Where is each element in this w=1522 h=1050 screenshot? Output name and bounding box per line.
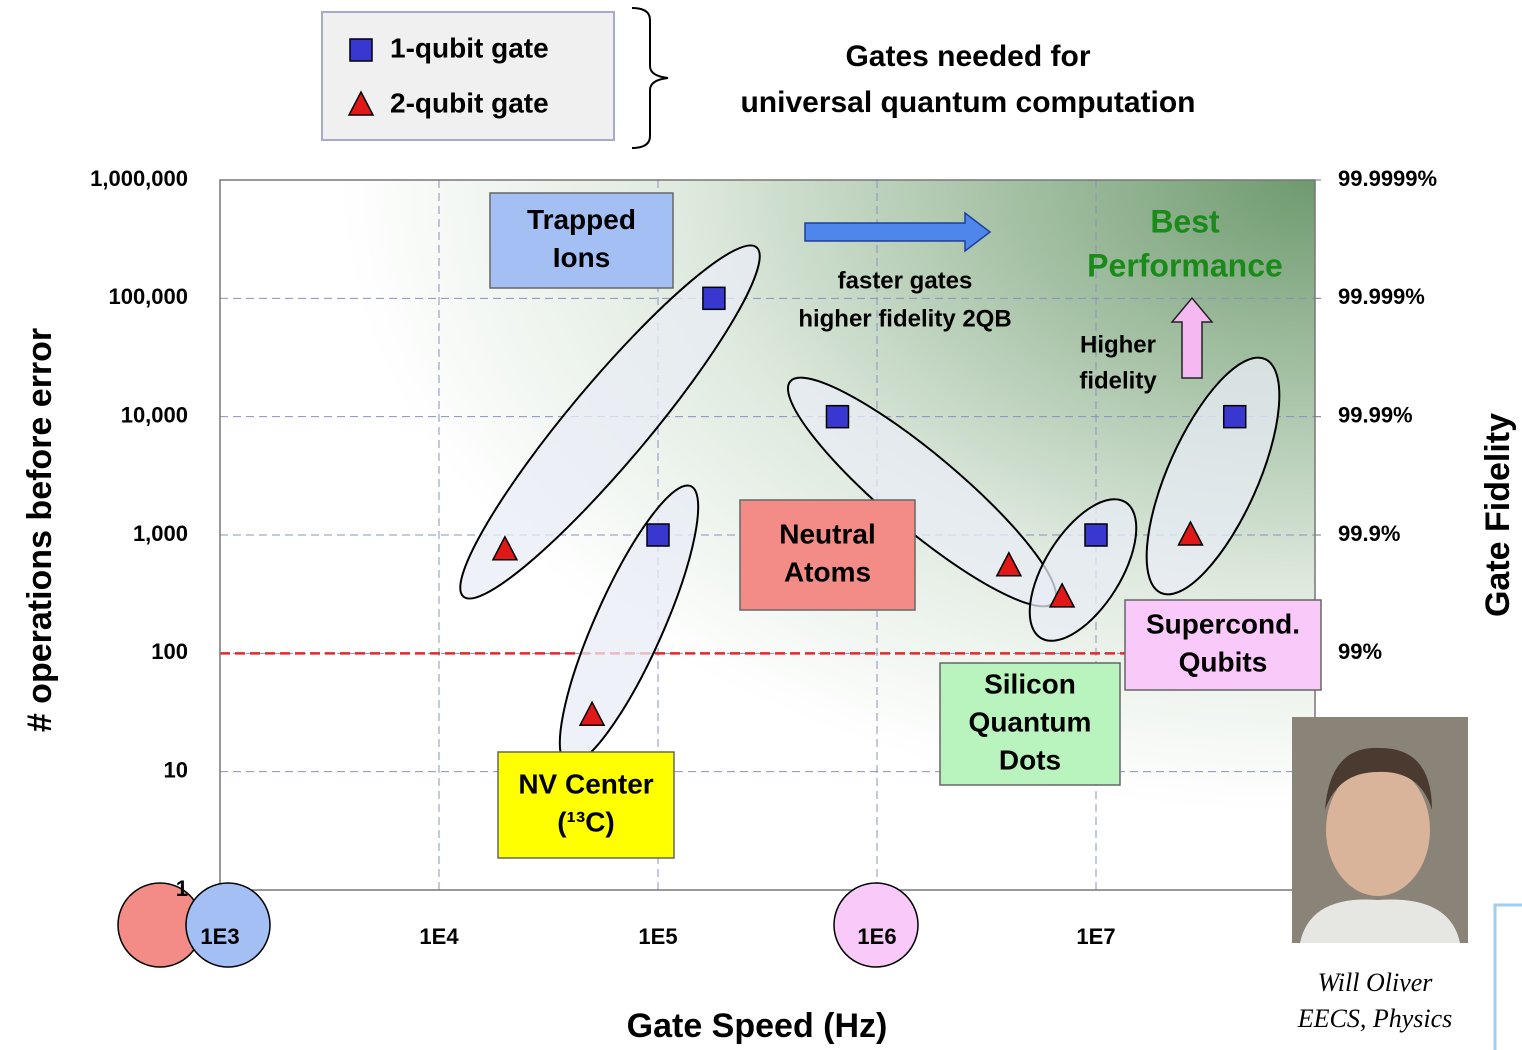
marker-square bbox=[646, 523, 670, 547]
group-label: (¹³C) bbox=[557, 806, 615, 837]
y-tick-label: 10 bbox=[164, 757, 188, 782]
group-box bbox=[489, 192, 674, 289]
group-box bbox=[739, 499, 916, 611]
group-label: Neutral bbox=[779, 518, 875, 549]
group-ellipse bbox=[459, 244, 761, 600]
y-tick-label: 1 bbox=[176, 876, 188, 901]
y2-tick-label: 99.999% bbox=[1338, 284, 1425, 309]
marker-square bbox=[1084, 523, 1108, 547]
title: Gates needed for bbox=[845, 40, 1090, 73]
x-tick-label: 1E5 bbox=[638, 924, 677, 949]
group-label: Dots bbox=[999, 744, 1061, 775]
x-tick-label: 1E6 bbox=[857, 924, 896, 949]
group-label: Qubits bbox=[1179, 646, 1268, 677]
y-tick-label: 100 bbox=[151, 639, 188, 664]
group-label: Atoms bbox=[784, 556, 871, 587]
marker-triangle bbox=[347, 90, 375, 116]
y-tick-label: 1,000,000 bbox=[90, 166, 188, 191]
annotation-best: Performance bbox=[1087, 247, 1283, 283]
marker-square bbox=[349, 38, 373, 62]
marker-square bbox=[1222, 404, 1247, 429]
group-label: Ions bbox=[553, 242, 611, 273]
y2-tick-label: 99.9999% bbox=[1338, 166, 1437, 191]
marker-square bbox=[702, 286, 726, 311]
edge-box bbox=[1493, 903, 1522, 1050]
y2-tick-label: 99.9% bbox=[1338, 521, 1400, 546]
group-label: Quantum bbox=[969, 706, 1092, 737]
legend-label: 2-qubit gate bbox=[390, 87, 549, 118]
y-axis-title: # operations before error bbox=[21, 328, 59, 732]
photo-shirt bbox=[1300, 899, 1460, 943]
x-tick-label: 1E7 bbox=[1076, 924, 1115, 949]
x-tick-label: 1E3 bbox=[200, 924, 239, 949]
annotation: faster gates bbox=[838, 267, 973, 294]
group-label: NV Center bbox=[518, 768, 653, 799]
annotation: Higher bbox=[1080, 331, 1156, 358]
fidelity-arrow bbox=[1170, 296, 1214, 379]
legend-label: 1-qubit gate bbox=[390, 32, 549, 63]
y-tick-label: 1,000 bbox=[133, 521, 188, 546]
y2-axis-title: Gate Fidelity bbox=[1479, 413, 1517, 617]
marker-triangle bbox=[578, 700, 606, 726]
x-axis-title: Gate Speed (Hz) bbox=[627, 1007, 888, 1045]
legend bbox=[321, 11, 615, 141]
marker-triangle bbox=[1048, 582, 1076, 608]
group-label: Supercond. bbox=[1146, 608, 1300, 639]
y-tick-label: 100,000 bbox=[108, 284, 188, 309]
photo-hair bbox=[1325, 747, 1432, 810]
decor-circle bbox=[833, 882, 919, 968]
title: universal quantum computation bbox=[740, 86, 1195, 119]
y2-tick-label: 99% bbox=[1338, 639, 1382, 664]
marker-square bbox=[825, 404, 850, 429]
y2-tick-label: 99.99% bbox=[1338, 402, 1413, 427]
annotation: higher fidelity 2QB bbox=[798, 305, 1011, 332]
photo-face bbox=[1326, 764, 1430, 896]
group-box bbox=[939, 662, 1121, 786]
brace bbox=[631, 7, 669, 149]
credit: EECS, Physics bbox=[1297, 1004, 1453, 1033]
x-tick-label: 1E4 bbox=[419, 924, 459, 949]
decor-circle bbox=[185, 882, 271, 968]
speed-arrow bbox=[804, 211, 992, 253]
marker-triangle bbox=[1177, 520, 1204, 546]
credit: Will Oliver bbox=[1318, 968, 1434, 997]
y-tick-label: 10,000 bbox=[121, 402, 188, 427]
annotation: fidelity bbox=[1079, 367, 1157, 394]
group-box bbox=[497, 751, 675, 859]
marker-triangle bbox=[995, 551, 1023, 577]
group-box bbox=[1124, 599, 1322, 691]
group-label: Silicon bbox=[984, 668, 1076, 699]
marker-triangle bbox=[491, 535, 519, 561]
group-label: Trapped bbox=[527, 204, 636, 235]
annotation-best: Best bbox=[1150, 203, 1220, 239]
